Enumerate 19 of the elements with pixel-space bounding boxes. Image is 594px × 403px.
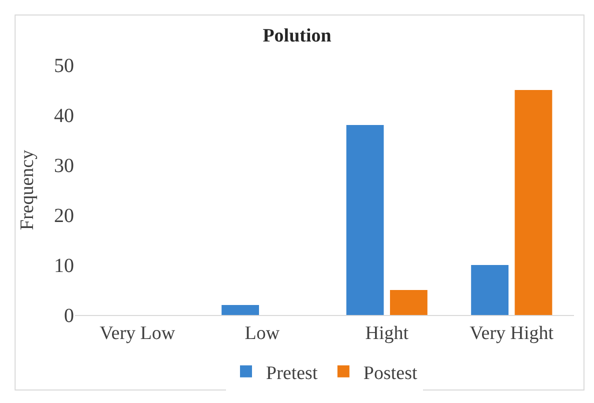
y-tick-label: 10 xyxy=(54,255,74,277)
bar xyxy=(514,90,552,315)
bar xyxy=(346,125,384,315)
y-tick-label: 40 xyxy=(54,105,74,127)
bar xyxy=(222,305,260,315)
y-tick-label: 20 xyxy=(54,205,74,227)
bar xyxy=(471,265,509,315)
x-tick-label: Very Hight xyxy=(470,322,554,344)
y-tick-label: 0 xyxy=(64,305,74,327)
x-tick-label: Hight xyxy=(365,322,410,344)
y-axis-title: Frequency xyxy=(16,149,38,230)
y-tick-label: 30 xyxy=(54,155,74,177)
legend-label: Pretest xyxy=(266,362,318,384)
bar xyxy=(390,290,428,315)
x-tick-label: Very Low xyxy=(100,322,176,344)
legend-label: Postest xyxy=(363,362,418,384)
chart-title: Polution xyxy=(262,26,332,47)
y-tick-label: 50 xyxy=(54,55,74,77)
x-tick-label: Low xyxy=(244,322,280,344)
